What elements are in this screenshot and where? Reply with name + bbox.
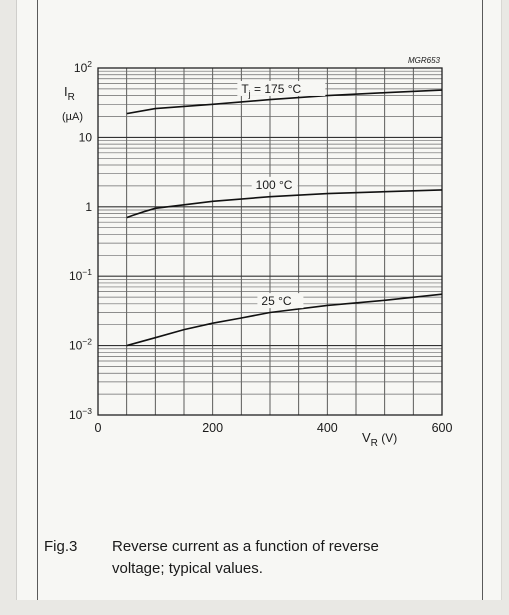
caption-line-2: voltage; typical values. [112, 560, 263, 577]
y-tick-label: 10−1 [69, 267, 92, 283]
y-tick-exponent: −2 [82, 337, 92, 347]
series-label: 100 °C [256, 178, 293, 192]
caption-line-1: Reverse current as a function of reverse [112, 538, 379, 555]
x-axis-title-sub: R [371, 438, 378, 449]
y-tick-label: 102 [74, 59, 92, 75]
figure-code: MGR653 [408, 56, 441, 65]
y-tick-exponent: −1 [82, 267, 92, 277]
y-tick-label: 10−2 [69, 337, 92, 353]
y-tick-exponent: 2 [87, 59, 92, 69]
series-label-suffix: = 175 °C [251, 82, 302, 96]
series-label: 25 °C [261, 294, 291, 308]
y-axis-title: IR [64, 84, 75, 103]
series-line [126, 189, 443, 219]
x-axis-title-unit: (V) [378, 431, 397, 445]
y-tick-label: 1 [85, 200, 92, 214]
chart-ticks: 102 10 1 10−1 10−2 10−30 200 400 600 [69, 59, 453, 435]
y-tick-label: 10 [79, 130, 93, 144]
figure-caption: Fig.3 Reverse current as a function of re… [44, 536, 464, 580]
x-axis-title: VR (V) [362, 430, 397, 449]
plot-frame [97, 67, 443, 416]
chart-grid [97, 68, 443, 416]
series-label: Tj = 175 °C [241, 82, 301, 99]
figure-number: Fig.3 [44, 538, 78, 555]
y-tick-exponent: −3 [82, 406, 92, 416]
series-label-backing [257, 293, 304, 309]
figure-frame [37, 0, 483, 600]
series-line [126, 89, 443, 115]
y-axis-title-sub: R [68, 92, 75, 103]
chart-series [126, 89, 443, 347]
x-tick-label: 200 [202, 421, 223, 435]
series-label-backing [251, 176, 298, 192]
chart-labels: IR (µA) VR (V) MGR653 Tj = 175 °C 100 °C 25 °C [62, 56, 441, 449]
series-label-sub: j [248, 89, 251, 99]
x-tick-label: 600 [432, 421, 453, 435]
x-tick-label: 0 [95, 421, 102, 435]
series-label-backing [237, 80, 326, 96]
plot-border [97, 67, 443, 416]
y-tick-label: 10−3 [69, 406, 92, 422]
y-axis-unit: (µA) [62, 111, 83, 123]
series-line [126, 293, 443, 347]
x-tick-label: 400 [317, 421, 338, 435]
